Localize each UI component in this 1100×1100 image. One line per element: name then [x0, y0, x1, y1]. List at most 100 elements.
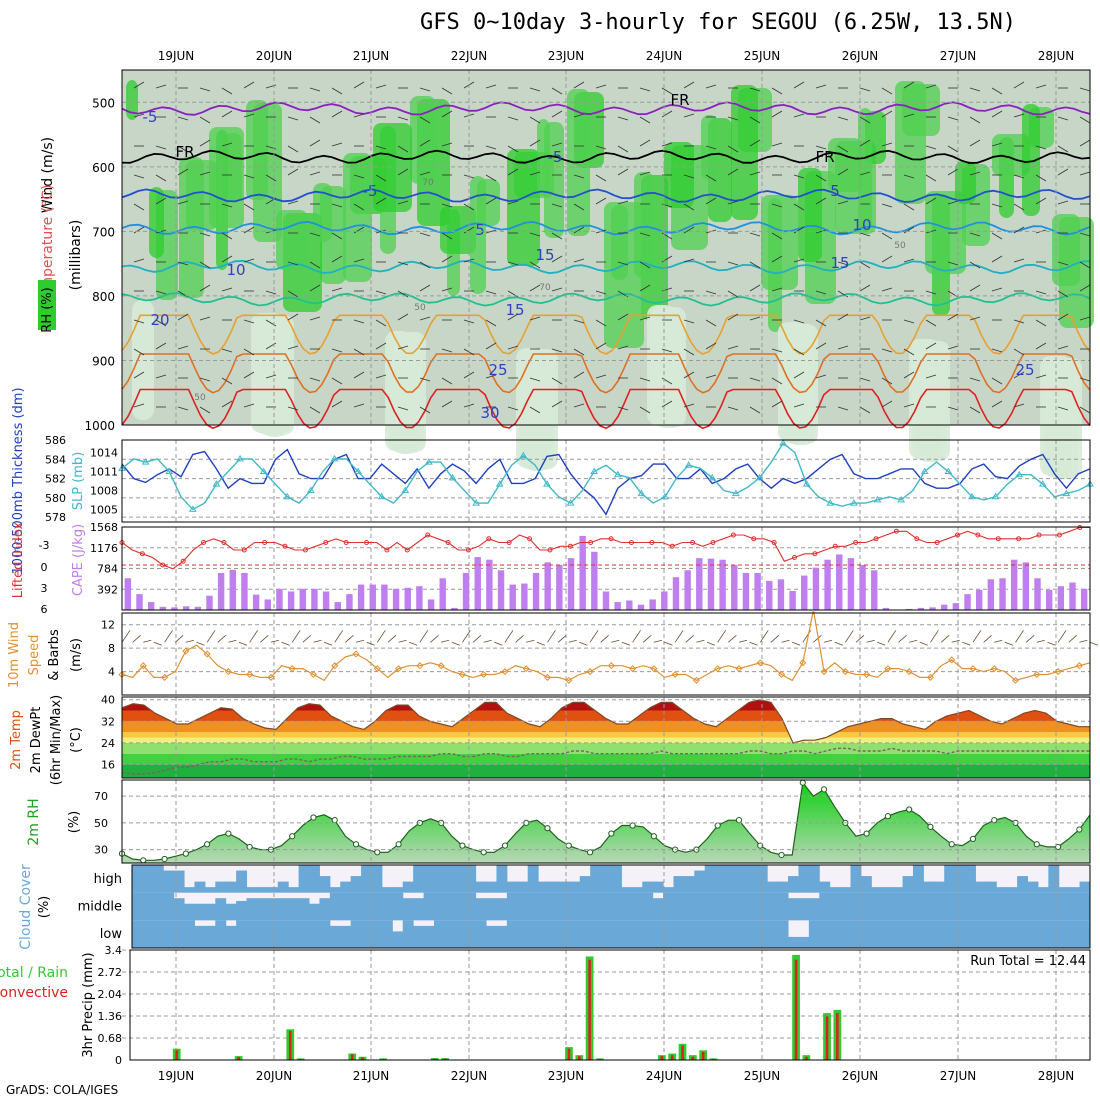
wind-marker-54 — [692, 676, 700, 684]
wind-barb — [1079, 316, 1091, 321]
wind-barb — [199, 171, 211, 176]
rh-moist-patch — [507, 149, 540, 266]
cloud-cell-middle-71 — [871, 892, 883, 921]
cloud-cell-high-41 — [558, 881, 570, 893]
slp-axis-label: SLP (mb) — [71, 452, 86, 511]
cloud-cell-middle-4 — [173, 898, 185, 921]
cloud-cell-low-72 — [881, 920, 893, 948]
wind-barb — [419, 406, 431, 414]
wind-barb — [969, 261, 981, 269]
li-tick-3: 6 — [41, 603, 48, 616]
slp-marker-12 — [259, 467, 268, 475]
wind-barb — [375, 84, 387, 89]
temp-band-0 — [122, 764, 1090, 778]
cape-bar-48 — [684, 570, 691, 610]
rh-moist-patch — [246, 100, 268, 200]
cloud-cell-middle-57 — [725, 892, 737, 921]
precip-tick-2: 2.04 — [98, 988, 123, 1001]
wind-barb — [617, 261, 629, 266]
wind-barb — [397, 145, 409, 153]
wind-barb — [397, 116, 409, 121]
wind-barb — [419, 87, 431, 92]
li-marker-72 — [853, 540, 859, 545]
wind-barb — [1035, 290, 1047, 295]
wind-barb — [133, 174, 145, 179]
rh-marker-62 — [778, 851, 785, 859]
wind-barb-10m-14 — [270, 639, 280, 643]
wind-barb — [793, 226, 805, 234]
wind-barb — [793, 203, 805, 211]
cloud-cell-middle-77 — [933, 892, 945, 921]
rh-marker-34 — [480, 849, 487, 856]
wind-barb — [507, 145, 519, 153]
wind-barb — [595, 174, 607, 182]
cloud-cell-middle-69 — [850, 892, 862, 921]
wind-barb-10m-15 — [281, 641, 290, 646]
wind-barb — [947, 200, 959, 205]
cloud-cell-high-60 — [756, 865, 768, 893]
cloud-cell-high-89 — [1058, 887, 1070, 893]
cloud-cell-low-0 — [132, 920, 143, 948]
precip-conv-bar-22 — [361, 1057, 364, 1060]
cloud-cell-low-29 — [433, 920, 445, 948]
rh-moist-patch — [634, 172, 654, 278]
cloud-cell-low-51 — [663, 920, 674, 948]
contour-label-17: 70 — [422, 178, 434, 188]
cloud-cell-middle-41 — [558, 892, 570, 921]
wind-barb-10m-54 — [696, 639, 705, 643]
li-marker-14 — [262, 540, 268, 545]
wind-barb — [1035, 84, 1047, 89]
thickness-tick-0: 586 — [45, 434, 66, 447]
wind-barb — [815, 229, 827, 234]
rh-moist-patch — [828, 138, 862, 192]
wind-barb — [859, 284, 871, 292]
cloud-cell-middle-9 — [225, 903, 237, 921]
cloud-cell-high-10 — [236, 870, 248, 893]
wind-barb — [419, 316, 431, 321]
cloud-cell-middle-68 — [840, 892, 851, 921]
cape-bar-45 — [649, 599, 656, 610]
wind-barb — [991, 255, 1003, 263]
rh-marker-72 — [884, 813, 891, 820]
wind-barb — [441, 87, 453, 95]
wind-barb — [507, 313, 519, 321]
date-label-bottom-4: 23JUN — [548, 1069, 585, 1083]
date-label-bottom-6: 25JUN — [744, 1069, 781, 1083]
wind-barb — [683, 403, 695, 408]
cloud-cell-low-54 — [694, 920, 706, 948]
precip-conv-bar-68 — [836, 1013, 839, 1060]
wind-barb — [243, 258, 255, 263]
cloud-cell-low-52 — [673, 920, 685, 948]
wind-barb — [749, 316, 761, 321]
cloud-cell-low-90 — [1069, 920, 1081, 948]
wind-barb — [463, 203, 475, 211]
wind-barb — [507, 200, 519, 205]
wind-barb — [199, 116, 211, 124]
cloud-cell-high-23 — [371, 865, 383, 893]
wind-barb — [837, 145, 849, 153]
wind-barb — [837, 261, 849, 266]
slp-marker-10 — [236, 454, 244, 462]
wind-barb — [881, 87, 893, 95]
cape-axis-label: CAPE (J/kg) — [71, 524, 86, 596]
precip-conv-bar-54 — [691, 1056, 695, 1060]
cloud-cell-high-38 — [527, 865, 539, 893]
wind-barb — [265, 174, 277, 182]
pressure-tick-2: 700 — [92, 225, 115, 239]
wind-marker-76 — [926, 673, 934, 681]
wind-barb-10m-12 — [249, 630, 258, 643]
wind-barb — [1057, 145, 1069, 153]
cape-bar-61 — [836, 554, 843, 610]
wind-marker-44 — [586, 668, 594, 676]
cloud-cell-middle-63 — [788, 898, 799, 921]
rh-moist-patch — [895, 81, 926, 204]
cloud-cell-middle-38 — [527, 892, 539, 921]
cloud-cell-low-46 — [611, 920, 622, 948]
cloud-cell-low-30 — [444, 920, 456, 948]
cloud-cell-low-61 — [767, 920, 779, 948]
wind-barb — [287, 345, 299, 350]
contour-label-19: 70 — [539, 283, 551, 293]
cloud-cell-low-67 — [829, 920, 841, 948]
wind-barb — [155, 84, 167, 89]
cloud-unit-label: (%) — [37, 896, 52, 919]
